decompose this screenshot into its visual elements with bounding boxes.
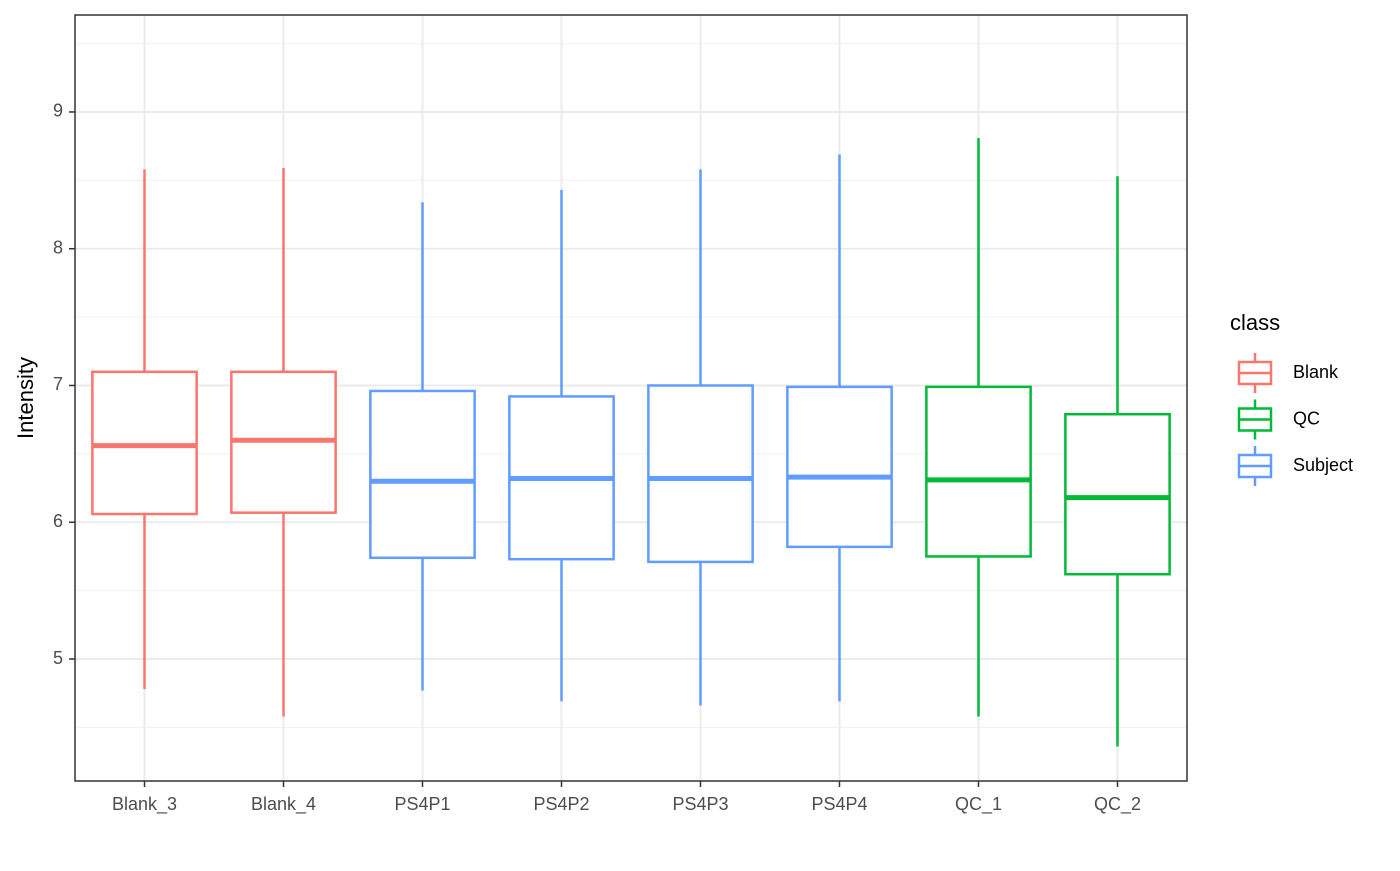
box bbox=[91, 370, 198, 516]
x-tick-label: QC_2 bbox=[1094, 794, 1141, 815]
x-tick-label: Blank_3 bbox=[112, 794, 177, 815]
y-tick-label: 9 bbox=[53, 101, 63, 121]
x-tick-label: PS4P4 bbox=[811, 794, 867, 814]
x-tick-label: PS4P1 bbox=[394, 794, 450, 814]
legend-label: QC bbox=[1293, 408, 1320, 428]
x-tick-label: PS4P3 bbox=[672, 794, 728, 814]
plot-border bbox=[74, 14, 1188, 782]
y-axis-title: Intensity bbox=[13, 357, 38, 439]
x-tick-label: PS4P2 bbox=[533, 794, 589, 814]
box bbox=[786, 385, 893, 549]
y-tick-label: 5 bbox=[53, 648, 63, 668]
y-tick-label: 6 bbox=[53, 511, 63, 531]
box bbox=[1064, 412, 1171, 576]
legend-label: Blank bbox=[1293, 362, 1339, 382]
y-tick-label: 7 bbox=[53, 374, 63, 394]
box bbox=[369, 389, 476, 560]
box bbox=[925, 385, 1032, 558]
box bbox=[647, 384, 754, 564]
y-tick-label: 8 bbox=[53, 237, 63, 257]
x-tick-label: Blank_4 bbox=[251, 794, 316, 815]
x-tick-label: QC_1 bbox=[955, 794, 1002, 815]
legend-title: class bbox=[1230, 310, 1280, 335]
legend-label: Subject bbox=[1293, 455, 1353, 475]
